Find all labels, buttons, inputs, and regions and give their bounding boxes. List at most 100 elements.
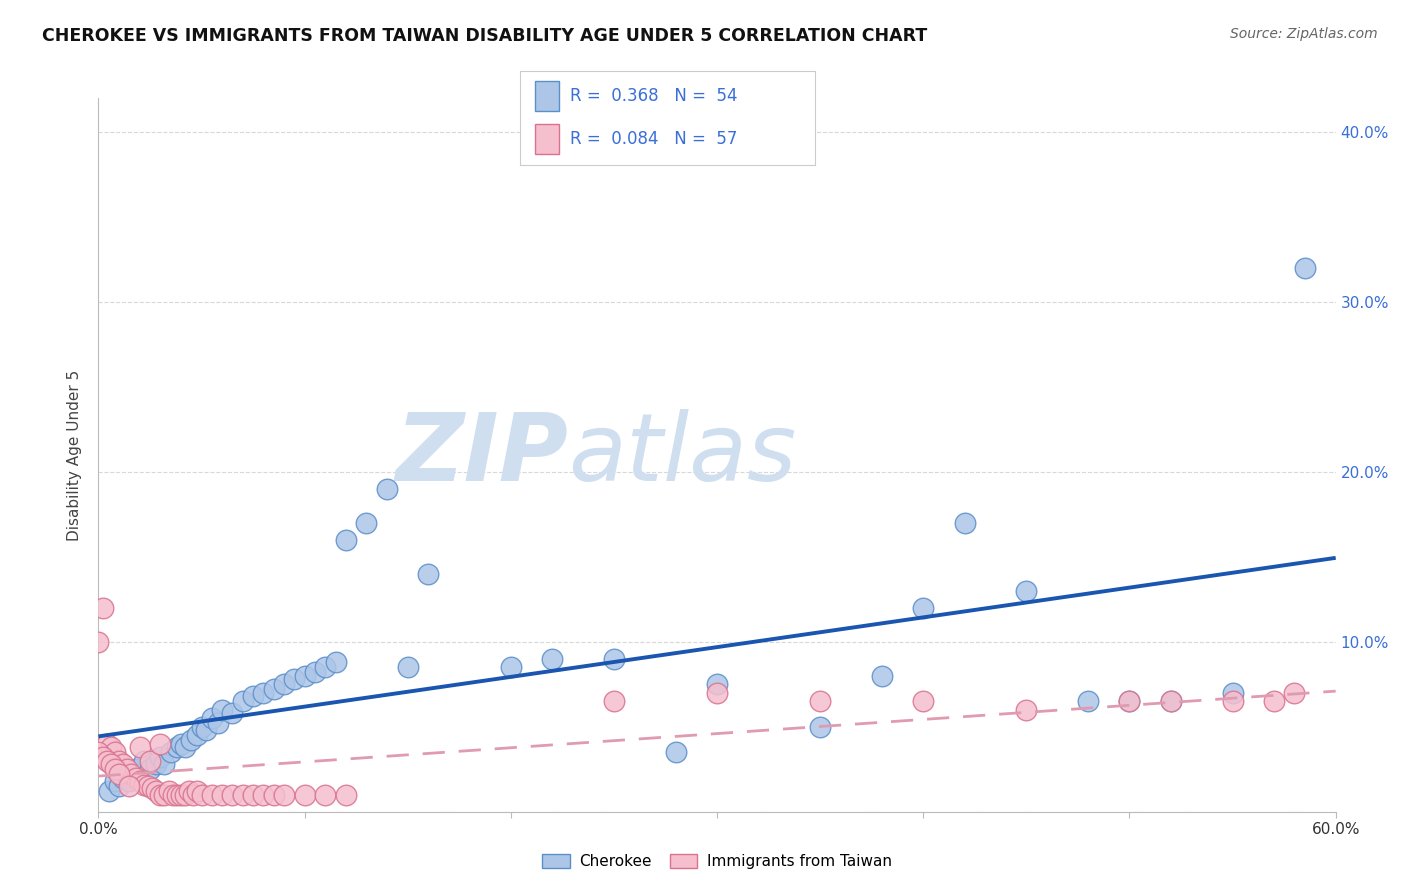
Point (912, 694, 935, 708)
Point (96, 737, 118, 751)
Point (252, 788, 274, 802)
Point (356, 516, 378, 530)
Point (304, 665, 326, 680)
Point (294, 788, 316, 802)
Point (149, 750, 172, 764)
Point (157, 784, 180, 798)
Point (162, 788, 184, 802)
Point (201, 788, 224, 802)
Point (186, 728, 208, 742)
Point (252, 686, 274, 700)
Point (808, 720, 831, 734)
Text: R =  0.368   N =  54: R = 0.368 N = 54 (571, 87, 738, 104)
Point (912, 600, 935, 615)
Point (335, 533, 357, 547)
Point (149, 788, 172, 802)
Point (186, 784, 208, 798)
Point (808, 694, 831, 708)
Point (232, 694, 254, 708)
Point (1160, 694, 1182, 708)
Point (153, 757, 176, 772)
Bar (536, 124, 558, 153)
Point (190, 788, 212, 802)
Point (221, 706, 243, 721)
Point (104, 762, 127, 776)
Bar (536, 81, 558, 111)
Point (104, 745, 127, 759)
Point (325, 655, 347, 669)
Point (1294, 260, 1316, 275)
Point (112, 757, 135, 772)
Point (232, 788, 254, 802)
Point (97, 784, 120, 798)
Point (180, 733, 202, 747)
Point (124, 771, 146, 785)
Point (87, 745, 110, 759)
Point (174, 740, 197, 755)
Point (418, 566, 440, 581)
Point (314, 660, 336, 674)
Point (118, 774, 141, 789)
Point (314, 788, 336, 802)
Point (335, 788, 357, 802)
Point (153, 788, 176, 802)
Point (166, 788, 188, 802)
Y-axis label: Disability Age Under 5: Disability Age Under 5 (67, 369, 83, 541)
Point (953, 516, 976, 530)
Point (273, 788, 295, 802)
Point (91, 600, 114, 615)
Point (108, 767, 131, 781)
Point (87, 635, 110, 649)
Point (141, 780, 163, 795)
Point (1077, 694, 1099, 708)
Point (211, 788, 233, 802)
Point (159, 745, 181, 759)
Point (1222, 694, 1244, 708)
Text: CHEROKEE VS IMMIGRANTS FROM TAIWAN DISABILITY AGE UNDER 5 CORRELATION CHART: CHEROKEE VS IMMIGRANTS FROM TAIWAN DISAB… (42, 27, 928, 45)
Point (1263, 694, 1285, 708)
Legend: Cherokee, Immigrants from Taiwan: Cherokee, Immigrants from Taiwan (536, 848, 898, 875)
Point (118, 779, 141, 793)
Point (541, 652, 564, 666)
Point (221, 788, 243, 802)
Point (149, 737, 172, 751)
Point (207, 716, 229, 731)
Point (132, 754, 155, 768)
Point (242, 689, 264, 703)
Point (117, 762, 139, 776)
Point (179, 784, 201, 798)
Point (273, 677, 295, 691)
Point (603, 652, 626, 666)
Point (170, 788, 193, 802)
Point (139, 754, 162, 768)
Point (108, 754, 131, 768)
Point (145, 757, 167, 772)
Point (1015, 703, 1038, 717)
Point (170, 737, 193, 751)
Text: Source: ZipAtlas.com: Source: ZipAtlas.com (1230, 27, 1378, 41)
Point (120, 767, 142, 781)
Point (294, 669, 316, 683)
Point (706, 686, 728, 700)
Point (96, 754, 118, 768)
Point (1118, 694, 1140, 708)
Point (201, 711, 224, 725)
Point (1118, 694, 1140, 708)
Point (174, 788, 197, 802)
Text: R =  0.084   N =  57: R = 0.084 N = 57 (571, 130, 738, 148)
Point (139, 762, 162, 776)
Point (1160, 694, 1182, 708)
Point (104, 774, 127, 789)
Point (283, 672, 305, 686)
Point (194, 723, 217, 738)
Point (603, 694, 626, 708)
Point (665, 745, 688, 759)
Point (112, 771, 135, 785)
Point (145, 784, 167, 798)
Point (124, 762, 146, 776)
Point (499, 660, 522, 674)
Text: ZIP: ZIP (395, 409, 568, 501)
Point (136, 779, 159, 793)
Point (1284, 686, 1306, 700)
Point (100, 740, 122, 755)
